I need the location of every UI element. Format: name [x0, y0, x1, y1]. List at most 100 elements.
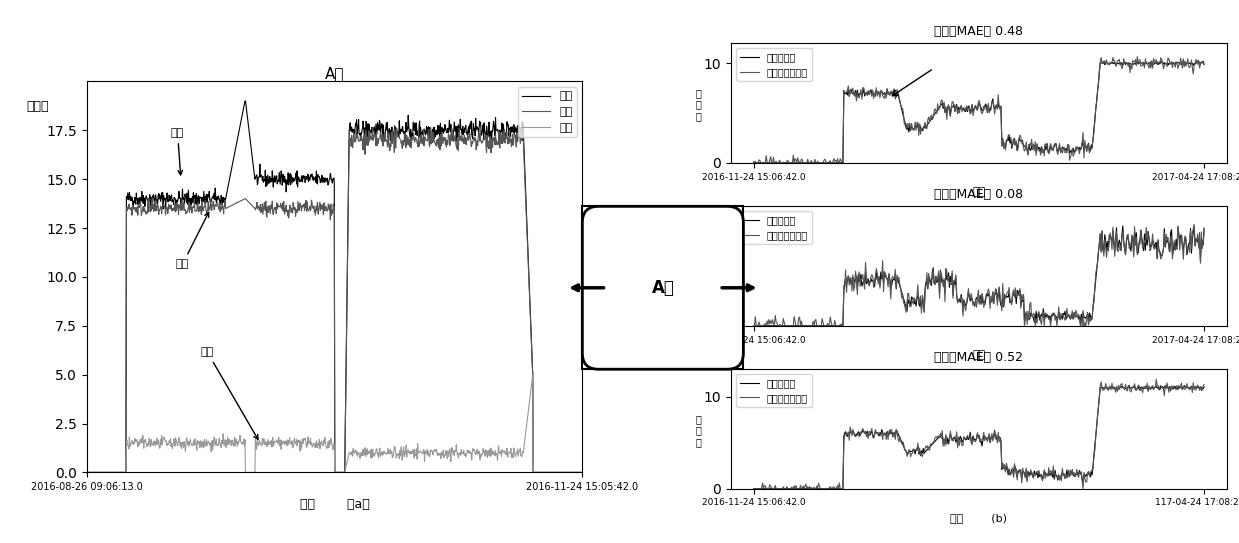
Line: 液量: 液量 — [87, 101, 582, 472]
Text: A井: A井 — [652, 279, 674, 297]
真实的液量 — [1189, 57, 1204, 64]
真实的油量 — [1197, 225, 1212, 231]
Y-axis label: 立方米: 立方米 — [26, 100, 48, 113]
油量 — [475, 450, 489, 457]
液量 — [280, 181, 295, 187]
真实的油量 — [1115, 223, 1130, 229]
真实的油量 — [960, 294, 975, 301]
虚拟计量的油量 — [1015, 291, 1030, 298]
真实的水量 — [960, 433, 975, 439]
水量 — [476, 138, 491, 145]
Y-axis label: 米
立
方: 米 立 方 — [696, 414, 701, 447]
水量 — [466, 136, 481, 143]
Text: 液量: 液量 — [171, 128, 185, 175]
Y-axis label: 米
立
方: 米 立 方 — [696, 88, 701, 121]
Title: 液量的MAE为 0.48: 液量的MAE为 0.48 — [934, 25, 1023, 38]
Y-axis label: 米
立
方: 米 立 方 — [696, 251, 701, 284]
虚拟计量的油量 — [1187, 221, 1202, 228]
Line: 虚拟计量的油量: 虚拟计量的油量 — [753, 224, 1204, 326]
虚拟计量的液量 — [964, 109, 979, 116]
虚拟计量的液量 — [1130, 53, 1145, 60]
虚拟计量的油量 — [990, 302, 1005, 308]
油量 — [297, 435, 312, 441]
X-axis label: 时间        (b): 时间 (b) — [950, 513, 1007, 523]
油量 — [466, 447, 481, 453]
虚拟计量的液量 — [1116, 55, 1131, 62]
虚拟计量的液量 — [1188, 59, 1203, 66]
水量 — [280, 207, 295, 213]
液量 — [238, 98, 253, 104]
Line: 真实的油量: 真实的油量 — [753, 226, 1204, 326]
水量 — [130, 204, 145, 210]
水量 — [79, 469, 94, 476]
Legend: 真实的水量, 虚拟计量的水量: 真实的水量, 虚拟计量的水量 — [736, 374, 812, 407]
真实的水量 — [963, 429, 978, 435]
油量 — [575, 469, 590, 476]
虚拟计量的油量 — [1186, 226, 1201, 232]
真实的液量 — [1115, 62, 1130, 68]
虚拟计量的水量 — [960, 432, 975, 439]
虚拟计量的液量 — [991, 91, 1006, 98]
真实的水量 — [1015, 476, 1030, 483]
液量 — [79, 469, 94, 476]
水量 — [575, 469, 590, 476]
水量 — [420, 137, 435, 143]
Line: 真实的水量: 真实的水量 — [753, 386, 1204, 489]
液量 — [420, 132, 435, 138]
真实的液量 — [1197, 61, 1212, 68]
油量 — [525, 371, 540, 378]
真实的水量 — [746, 485, 761, 492]
真实的液量 — [990, 106, 1005, 112]
虚拟计量的水量 — [990, 440, 1005, 446]
X-axis label: 时间: 时间 — [973, 187, 985, 197]
虚拟计量的油量 — [963, 296, 978, 302]
Title: A井: A井 — [325, 66, 344, 81]
虚拟计量的油量 — [1197, 228, 1212, 235]
真实的水量 — [1115, 384, 1130, 391]
液量 — [299, 178, 313, 185]
X-axis label: 时间        （a）: 时间 （a） — [300, 498, 369, 510]
虚拟计量的液量 — [747, 160, 762, 166]
虚拟计量的油量 — [746, 323, 761, 329]
虚拟计量的水量 — [746, 485, 761, 492]
Legend: 真实的液量, 虚拟计量的液量: 真实的液量, 虚拟计量的液量 — [736, 48, 812, 81]
虚拟计量的液量 — [1197, 61, 1212, 68]
真实的水量 — [1121, 382, 1136, 389]
虚拟计量的水量 — [1197, 381, 1212, 388]
水量 — [297, 200, 312, 207]
真实的油量 — [1015, 298, 1030, 304]
虚拟计量的油量 — [1115, 228, 1130, 235]
真实的油量 — [990, 297, 1005, 304]
Line: 水量: 水量 — [87, 128, 582, 472]
虚拟计量的水量 — [1149, 376, 1163, 383]
真实的油量 — [746, 323, 761, 329]
FancyBboxPatch shape — [582, 206, 743, 369]
液量 — [476, 127, 491, 133]
真实的液量 — [1015, 140, 1030, 146]
真实的液量 — [1186, 62, 1201, 69]
真实的水量 — [990, 437, 1005, 444]
真实的水量 — [1197, 383, 1212, 390]
真实的油量 — [1116, 238, 1131, 245]
真实的油量 — [1187, 223, 1202, 230]
真实的液量 — [963, 110, 978, 117]
虚拟计量的水量 — [963, 432, 978, 439]
Line: 虚拟计量的水量: 虚拟计量的水量 — [753, 380, 1204, 489]
Legend: 真实的油量, 虚拟计量的油量: 真实的油量, 虚拟计量的油量 — [736, 211, 812, 244]
油量 — [130, 439, 145, 446]
虚拟计量的水量 — [1115, 384, 1130, 390]
Text: 水量: 水量 — [176, 212, 208, 269]
虚拟计量的水量 — [1187, 386, 1202, 393]
X-axis label: 时间: 时间 — [973, 350, 985, 360]
Line: 虚拟计量的液量: 虚拟计量的液量 — [753, 56, 1204, 163]
虚拟计量的油量 — [960, 294, 975, 300]
水量 — [422, 124, 437, 131]
虚拟计量的液量 — [961, 104, 976, 111]
虚拟计量的液量 — [1015, 137, 1030, 143]
液量 — [130, 195, 145, 202]
虚拟计量的水量 — [1015, 479, 1030, 486]
Legend: 液量, 水量, 油量: 液量, 水量, 油量 — [518, 87, 577, 137]
油量 — [420, 446, 435, 453]
Title: 油量的MAE为 0.08: 油量的MAE为 0.08 — [934, 188, 1023, 201]
真实的水量 — [1187, 384, 1202, 391]
